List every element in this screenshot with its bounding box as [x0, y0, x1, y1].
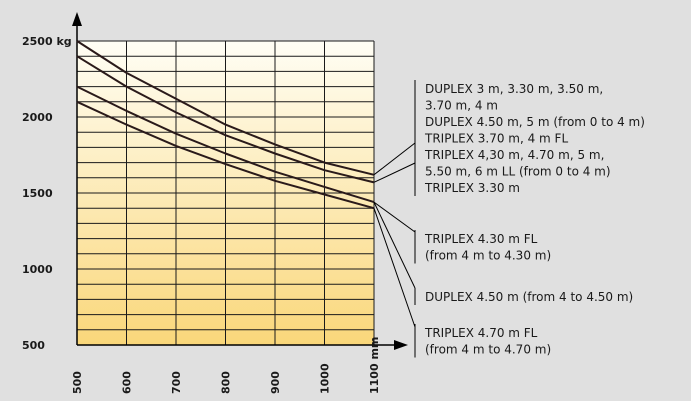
legend-leader-line — [373, 201, 416, 289]
y-tick-label: 500 — [22, 339, 45, 352]
legend-leader-line — [373, 162, 416, 183]
legend-entry-line: 3.70 m, 4 m — [425, 99, 498, 113]
legend-entry-line: TRIPLEX 4.70 m FL — [424, 326, 538, 340]
legend-entry-line: 5.50 m, 6 m LL (from 0 to 4 m) — [425, 165, 611, 179]
y-tick-label: 1500 — [22, 187, 53, 200]
x-tick-label: 700 — [170, 371, 183, 394]
y-tick-label: 2000 — [22, 111, 53, 124]
tick-labels: 500 1000 1500 2000 2500 kg 500 600 700 800 900 100… — [22, 35, 381, 394]
legend-leader-line — [373, 142, 416, 176]
legend: DUPLEX 3 m, 3.30 m, 3.50 m, 3.70 m, 4 m DU… — [414, 80, 645, 358]
legend-entry: DUPLEX 3 m, 3.30 m, 3.50 m, 3.70 m, 4 m DU… — [414, 80, 645, 196]
legend-entry-line: (from 4 m to 4.30 m) — [425, 249, 551, 263]
series-line — [76, 100, 375, 210]
legend-entry: TRIPLEX 4.70 m FL (from 4 m to 4.70 m) — [414, 324, 551, 358]
legend-leader-line — [373, 201, 416, 233]
series-line — [76, 85, 375, 204]
x-tick-label: 900 — [269, 371, 282, 394]
legend-entry: DUPLEX 4.50 m (from 4 to 4.50 m) — [414, 288, 633, 305]
x-tick-label: 500 — [71, 371, 84, 394]
grid-lines — [76, 40, 375, 346]
legend-entry-line: DUPLEX 4.50 m (from 4 to 4.50 m) — [425, 290, 633, 304]
legend-leaders — [373, 142, 416, 328]
data-series — [76, 40, 375, 210]
legend-entry-line: TRIPLEX 3.70 m, 4 m FL — [424, 132, 568, 146]
x-tick-label: 1100 mm — [368, 337, 381, 394]
legend-entry-line: (from 4 m to 4.70 m) — [425, 343, 551, 357]
series-line — [76, 40, 375, 176]
legend-entry-line: TRIPLEX 4.30 m FL — [424, 232, 538, 246]
x-tick-label: 1000 — [319, 363, 332, 394]
legend-entry-line: TRIPLEX 3.30 m — [424, 181, 520, 195]
legend-entry: TRIPLEX 4.30 m FL (from 4 m to 4.30 m) — [414, 230, 551, 264]
legend-entry-line: DUPLEX 3 m, 3.30 m, 3.50 m, — [425, 82, 603, 96]
y-tick-label: 2500 kg — [22, 35, 72, 48]
legend-leader-line — [373, 208, 416, 328]
legend-entry-line: TRIPLEX 4,30 m, 4.70 m, 5 m, — [424, 148, 604, 162]
legend-entry-line: DUPLEX 4.50 m, 5 m (from 0 to 4 m) — [425, 115, 645, 129]
series-line — [76, 55, 375, 184]
y-axis-arrow-icon — [72, 12, 82, 26]
y-tick-label: 1000 — [22, 263, 53, 276]
x-tick-label: 600 — [121, 371, 134, 394]
axes — [72, 12, 408, 350]
x-axis-arrow-icon — [394, 340, 408, 350]
x-tick-label: 800 — [220, 371, 233, 394]
